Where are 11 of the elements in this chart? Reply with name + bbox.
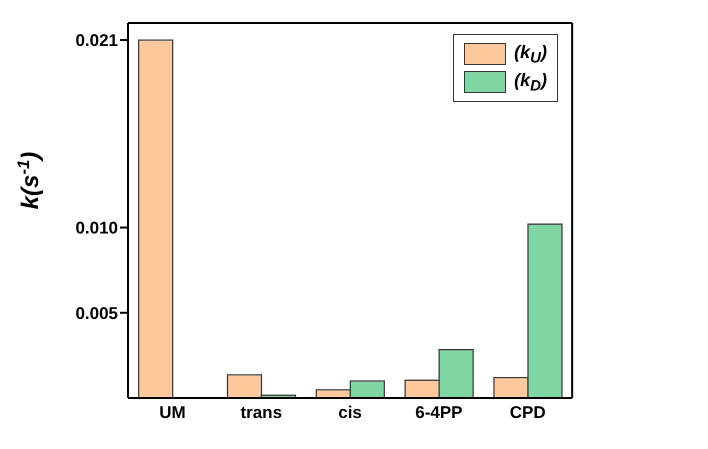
legend-label: (k$_{D}$) — [514, 70, 547, 94]
x-tick-label: 6-4PP — [415, 403, 463, 422]
y-tick-label: 0.010 — [75, 218, 118, 238]
x-tick-label: trans — [240, 403, 282, 422]
x-tick-label: CPD — [510, 403, 546, 422]
x-tick-label: cis — [338, 403, 362, 422]
y-tick-label: 0.005 — [75, 304, 118, 323]
y-tick-label: 0.021 — [75, 31, 118, 50]
bar — [138, 39, 174, 398]
legend-label: (k$_{U}$) — [514, 42, 547, 67]
x-tick-label: UM — [159, 403, 186, 422]
